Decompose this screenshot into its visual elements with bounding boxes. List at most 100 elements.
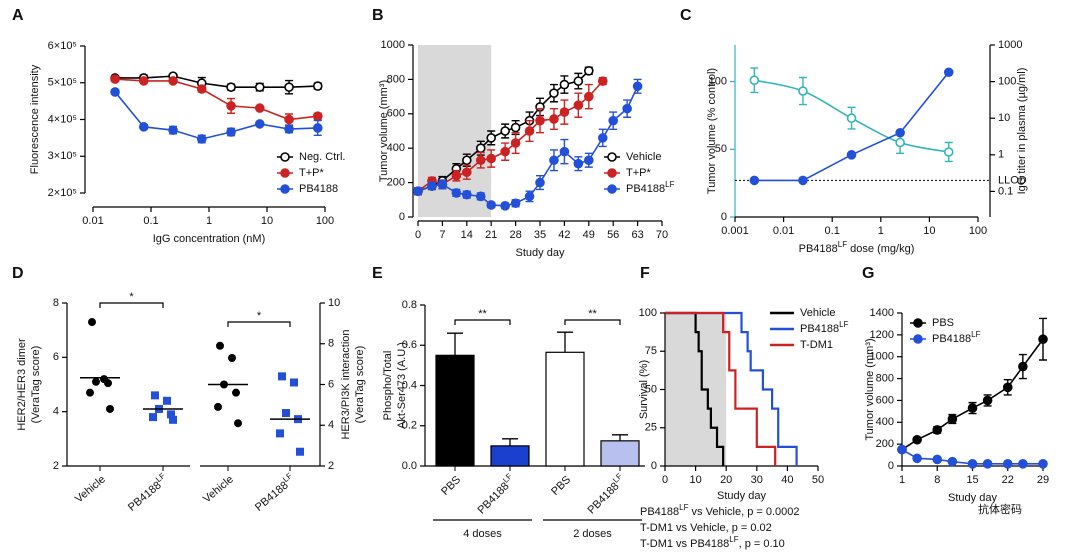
data-point [524, 126, 535, 136]
x-tick-label: 1 [206, 215, 212, 227]
x-tick-label: 49 [583, 229, 595, 241]
x-tick-label: 10 [689, 474, 701, 486]
y-tick-label: 6 [53, 351, 59, 363]
data-point [437, 179, 448, 190]
y-tick-label: 4×10⁵ [48, 113, 77, 125]
y-axis-label: Tumor volume (% control) [706, 68, 718, 194]
data-point [254, 119, 265, 129]
y-tick-label: 0.0 [402, 460, 417, 472]
x-tick-label: 100 [969, 225, 987, 237]
significance-label: ** [478, 308, 487, 320]
legend-label-sup: LF [971, 330, 980, 339]
data-point [895, 137, 905, 148]
bar [545, 351, 585, 467]
legend-label-text: PB4188 [626, 183, 665, 195]
data-point [846, 113, 857, 123]
data-point [282, 409, 290, 418]
error-bar [502, 438, 518, 446]
y-tick-label: 600 [876, 394, 894, 406]
data-point [500, 146, 510, 157]
data-point [169, 415, 177, 424]
y-tick-label: 100 [709, 75, 727, 87]
legend-label-sup: LF [839, 320, 848, 329]
data-point [88, 318, 96, 327]
data-point [110, 74, 120, 84]
x-tick-label: 100 [316, 215, 334, 227]
x-tick-label: 35 [534, 229, 546, 241]
data-point [982, 459, 993, 469]
data-point [226, 127, 236, 137]
data-point [632, 81, 643, 92]
y-axis-label: Tumor volume (mm³) [378, 80, 390, 182]
significance-bracket [454, 319, 511, 325]
reference-label: LLOD [998, 174, 1027, 186]
y-tick-label: 400 [387, 142, 405, 154]
data-point [932, 425, 943, 435]
x-axis-label-sup: LF [838, 240, 847, 249]
data-point [608, 115, 619, 126]
x-axis-label: Study day [717, 490, 766, 502]
legend-label-text: T+P* [299, 167, 324, 179]
x-tick-label: 63 [631, 229, 643, 241]
panel-letter: A [12, 7, 24, 24]
x-axis-label: Study day [516, 247, 565, 259]
data-point [254, 82, 265, 92]
y-axis-label: Akt-Ser473 (A.U.) [396, 342, 408, 429]
data-point [1038, 459, 1048, 469]
data-point [278, 372, 286, 381]
y-tick-label: 75 [645, 345, 657, 357]
data-point [932, 454, 943, 465]
x-tick-label: 0.1 [143, 215, 158, 227]
data-point [559, 146, 570, 157]
y-tick-label: 4 [53, 406, 59, 418]
y-tick-label: 800 [387, 73, 405, 85]
y-tick-label: 1 [998, 149, 1004, 161]
y-tick-label: 1000 [870, 351, 894, 363]
y-axis-label: Fluorescence intensity [29, 64, 41, 174]
data-point [573, 100, 584, 110]
data-point [138, 122, 149, 132]
y-tick-label: 10 [998, 112, 1010, 124]
legend-marker [607, 168, 617, 178]
x-tick-label: 30 [751, 474, 763, 486]
legend-label: Neg. Ctrl. [299, 151, 345, 163]
data-point [451, 188, 462, 198]
x-tick-label: 0.1 [825, 225, 840, 237]
y-tick-label: 200 [387, 177, 405, 189]
y2-axis-label: HER3/PI3K interaction [340, 329, 352, 439]
annotation-sup: LF [729, 535, 738, 544]
data-point [967, 459, 978, 469]
x-tick-label: 10 [261, 215, 273, 227]
legend-label-text: Vehicle [800, 307, 835, 319]
legend-marker [913, 318, 923, 328]
bar [490, 445, 530, 467]
legend-label-text: Vehicle [626, 151, 661, 163]
y-tick-label: 25 [645, 422, 657, 434]
y-tick-label: 50 [645, 383, 657, 395]
bar [435, 354, 475, 467]
data-point [912, 453, 922, 464]
data-point [228, 354, 236, 363]
data-point [1018, 361, 1028, 372]
y-tick-label: 2 [53, 460, 59, 472]
panel-letter: B [372, 7, 384, 24]
y-tick-label: 4 [328, 419, 334, 431]
y-tick-label: 2 [328, 460, 334, 472]
legend-label-text: PBS [932, 317, 954, 329]
data-point [749, 75, 760, 86]
data-point [254, 103, 265, 113]
legend-marker [280, 168, 290, 178]
x-tick-label: 20 [720, 474, 732, 486]
data-point [798, 175, 808, 186]
significance-bracket [99, 302, 164, 308]
x-tick-label: 56 [607, 229, 619, 241]
y-axis-label: (VeraTag score) [30, 346, 42, 424]
legend-marker [280, 152, 290, 162]
legend-label: Vehicle [626, 151, 661, 163]
data-point [524, 191, 535, 202]
data-point [163, 396, 171, 405]
annotation-text: T-DM1 vs Vehicle, p = 0.02 [640, 522, 772, 534]
data-point [461, 155, 472, 166]
